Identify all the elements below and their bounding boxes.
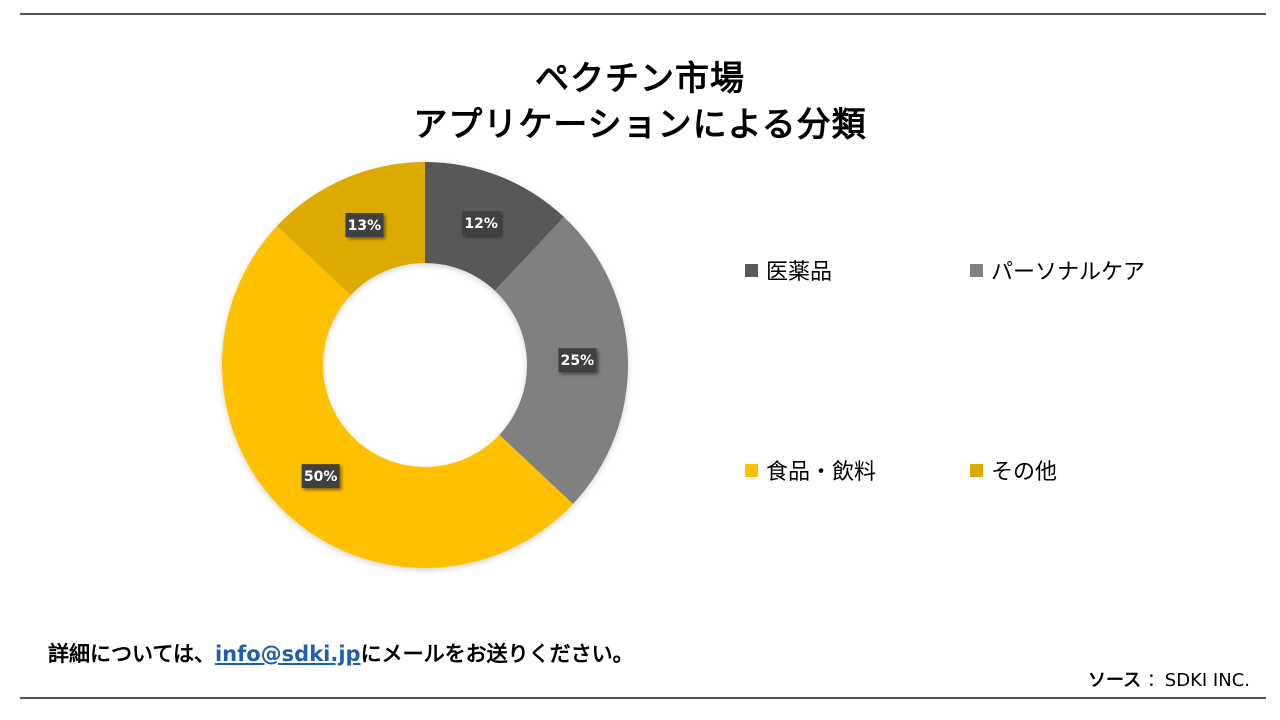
legend-label: 医薬品 xyxy=(766,260,833,285)
data-label-pharma: 12% xyxy=(462,211,501,236)
data-label-box xyxy=(345,213,384,238)
source-label: ソース xyxy=(1087,670,1142,691)
data-label-box xyxy=(558,348,597,373)
legend-label: その他 xyxy=(991,460,1058,485)
data-label-food-beverage: 50% xyxy=(301,464,340,489)
legend-swatch xyxy=(745,463,758,477)
source-credit: ソース ：SDKI INC. xyxy=(1088,666,1250,692)
source-value: ：SDKI INC. xyxy=(1146,670,1250,691)
legend-item-personal-care: パーソナルケア xyxy=(970,255,1145,285)
legend-item-pharma: 医薬品 xyxy=(745,255,832,285)
legend-swatch xyxy=(970,463,983,477)
legend-item-food-beverage: 食品・飲料 xyxy=(745,455,876,485)
data-label-box xyxy=(462,211,501,236)
data-label-personal-care: 25% xyxy=(558,348,597,373)
chart-title-line-2: アプリケーションによる分類 xyxy=(413,105,867,145)
contact-prefix: 詳細については、 xyxy=(48,642,215,666)
chart-title-line-1: ペクチン市場 xyxy=(535,59,745,99)
email-link[interactable]: info@sdki.jp xyxy=(214,642,361,666)
data-label-text: 25% xyxy=(561,353,595,369)
bottom-rule xyxy=(20,697,1266,699)
legend-swatch xyxy=(970,263,983,277)
contact-suffix: にメールをお送りください。 xyxy=(360,642,634,666)
legend-label: パーソナルケア xyxy=(991,260,1146,285)
legend-swatch xyxy=(745,263,758,277)
data-label-text: 13% xyxy=(348,218,382,234)
data-label-box xyxy=(301,464,340,489)
top-rule xyxy=(20,13,1266,15)
contact-note: 詳細については、info@sdki.jpにメールをお送りください。 xyxy=(48,638,634,668)
chart-title: ペクチン市場 アプリケーションによる分類 xyxy=(0,56,1280,148)
data-label-other: 13% xyxy=(345,213,384,238)
data-label-text: 12% xyxy=(464,216,498,232)
legend-item-other: その他 xyxy=(970,455,1057,485)
data-label-text: 50% xyxy=(304,469,338,485)
legend-label: 食品・飲料 xyxy=(766,460,877,485)
